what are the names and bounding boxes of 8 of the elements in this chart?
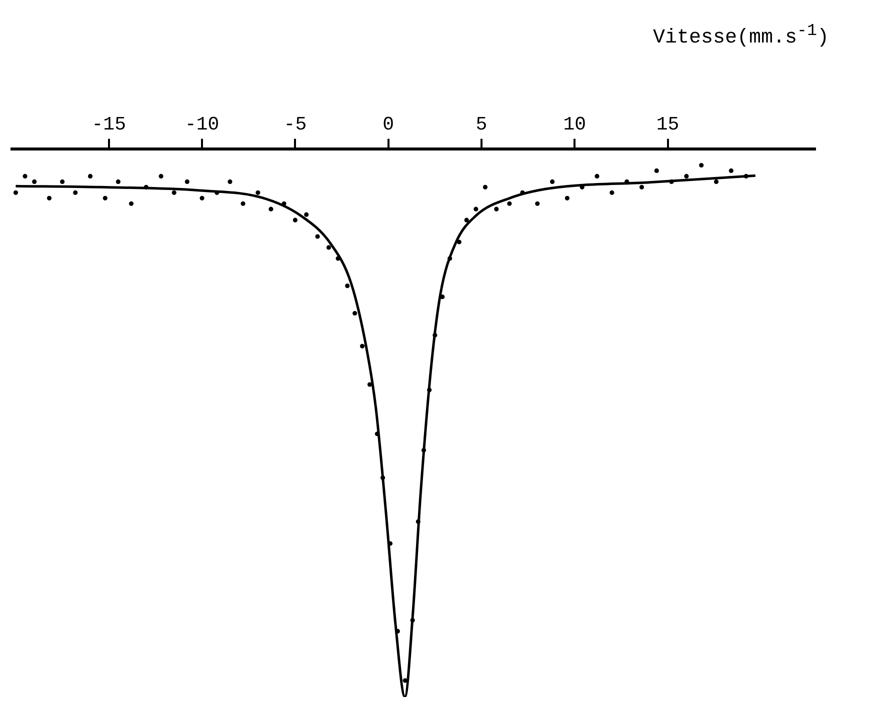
x-tick-label: 10: [563, 113, 586, 136]
x-tick-label: 0: [382, 113, 394, 136]
x-tick-label: -5: [284, 113, 307, 136]
x-tick-label: -15: [92, 113, 126, 136]
x-tick-label: 15: [656, 113, 680, 136]
x-axis-title: Vitesse(mm.s$^{-1}$): [652, 22, 829, 50]
x-tick-label: 5: [476, 113, 488, 136]
x-tick-label: -10: [184, 113, 220, 136]
